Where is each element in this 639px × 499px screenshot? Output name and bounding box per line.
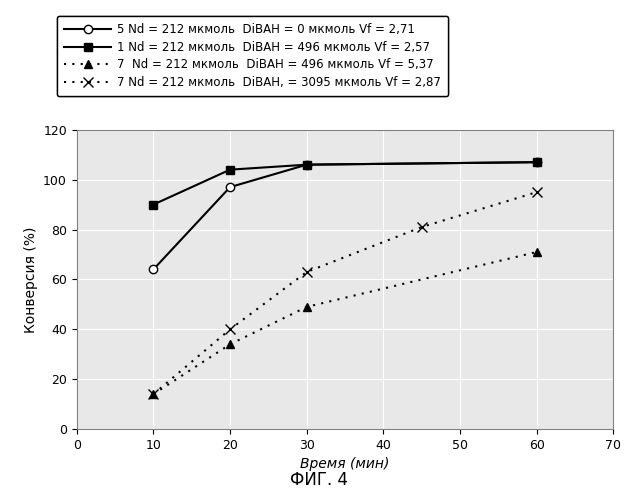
X-axis label: Время (мин): Время (мин) [300,458,390,472]
Text: ФИГ. 4: ФИГ. 4 [291,471,348,489]
Legend: 5 Nd = 212 мкмоль  DiBAH = 0 мкмоль Vf = 2,71, 1 Nd = 212 мкмоль  DiBAH = 496 мк: 5 Nd = 212 мкмоль DiBAH = 0 мкмоль Vf = … [57,16,448,96]
Y-axis label: Конверсия (%): Конверсия (%) [24,226,38,333]
